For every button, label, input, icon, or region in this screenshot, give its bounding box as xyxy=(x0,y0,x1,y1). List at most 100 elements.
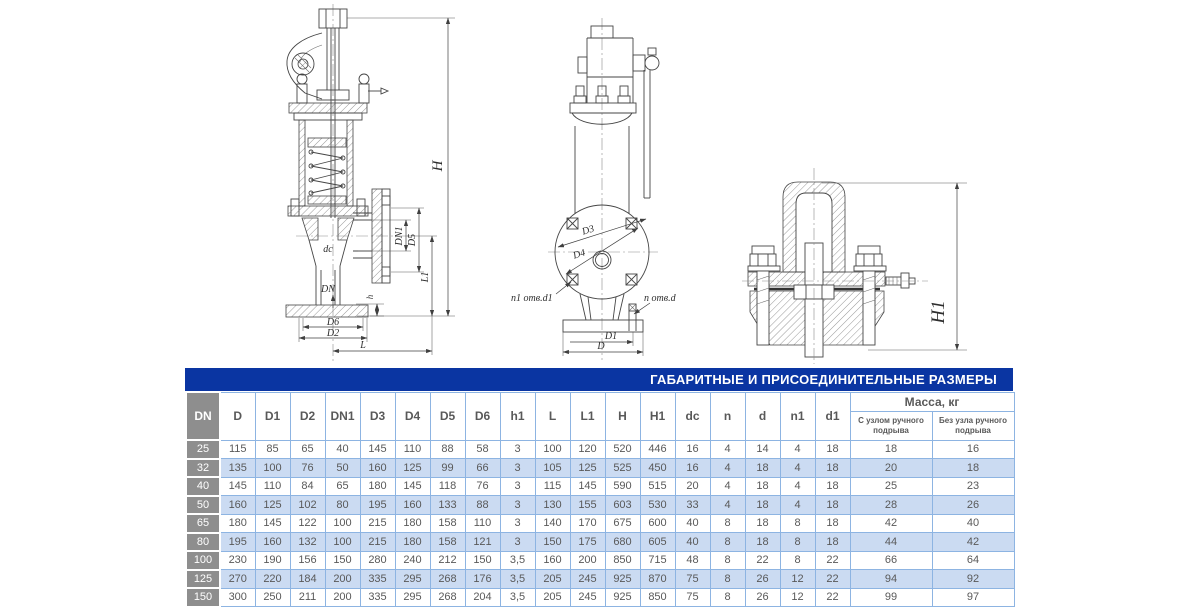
dim-cell: 205 xyxy=(534,587,571,607)
dim-cell: 850 xyxy=(604,550,641,570)
technical-drawings: H DN1 D5 L1 h dc DN D6 D2 L xyxy=(285,4,967,364)
mass-cell: 42 xyxy=(849,513,933,533)
dim-cell: 122 xyxy=(289,513,326,533)
dim-cell: 605 xyxy=(639,532,676,552)
dim-cell: 160 xyxy=(219,495,256,515)
dim-cell: 125 xyxy=(569,458,606,478)
dim-cell: 145 xyxy=(394,476,431,496)
dim-cell: 155 xyxy=(569,495,606,515)
dim-cell: 8 xyxy=(709,513,746,533)
dim-cell: 8 xyxy=(709,569,746,589)
column-header-n1: n1 xyxy=(779,391,816,441)
dim-cell: 18 xyxy=(814,476,851,496)
dim-cell: 200 xyxy=(569,550,606,570)
dim-cell: 102 xyxy=(289,495,326,515)
dim-cell: 158 xyxy=(429,513,466,533)
dn-column-header: DN xyxy=(185,391,221,441)
table-row: 150 300 250 211 200 335 295 268 204 3,5 205 245 925 8… xyxy=(185,587,1015,608)
dim-cell: 600 xyxy=(639,513,676,533)
dim-cell: 211 xyxy=(289,587,326,607)
dn-cell: 125 xyxy=(185,568,221,589)
column-header-h1: h1 xyxy=(499,391,536,441)
dim-cell: 4 xyxy=(709,476,746,496)
dim-cell: 22 xyxy=(814,550,851,570)
dim-cell: 18 xyxy=(744,476,781,496)
column-header-D4: D4 xyxy=(394,391,431,441)
dim-cell: 230 xyxy=(219,550,256,570)
dim-cell: 3 xyxy=(499,439,536,459)
dim-cell: 268 xyxy=(429,587,466,607)
dim-cell: 195 xyxy=(359,495,396,515)
mass-cell: 94 xyxy=(849,569,933,589)
mass-cell: 25 xyxy=(849,476,933,496)
dim-cell: 158 xyxy=(429,532,466,552)
dim-cell: 135 xyxy=(219,458,256,478)
table-row: 25 115 85 65 40 145 110 88 58 3 100 120 520 446 16 4 14 4… xyxy=(185,439,1015,460)
dim-cell: 8 xyxy=(779,550,816,570)
dim-cell: 515 xyxy=(639,476,676,496)
mass-subheader-0: С узлом ручного подрыва xyxy=(849,410,933,441)
dim-label-D6: D6 xyxy=(326,317,339,328)
dimensions-panel: ГАБАРИТНЫЕ И ПРИСОЕДИНИТЕЛЬНЫЕ РАЗМЕРЫ D… xyxy=(185,368,1015,608)
dim-cell: 520 xyxy=(604,439,641,459)
dim-cell: 335 xyxy=(359,587,396,607)
dim-cell: 180 xyxy=(219,513,256,533)
column-header-d1: d1 xyxy=(814,391,851,441)
dim-cell: 175 xyxy=(569,532,606,552)
dim-cell: 145 xyxy=(569,476,606,496)
dim-label-dc: dc xyxy=(323,244,333,255)
dim-cell: 18 xyxy=(814,439,851,459)
column-header-D3: D3 xyxy=(359,391,396,441)
dim-cell: 125 xyxy=(254,495,291,515)
dim-cell: 280 xyxy=(359,550,396,570)
dim-cell: 530 xyxy=(639,495,676,515)
dim-cell: 450 xyxy=(639,458,676,478)
dim-cell: 8 xyxy=(709,550,746,570)
dim-cell: 125 xyxy=(394,458,431,478)
dim-label-h: h xyxy=(365,294,375,299)
dim-cell: 590 xyxy=(604,476,641,496)
dim-cell: 18 xyxy=(814,458,851,478)
column-header-D2: D2 xyxy=(289,391,326,441)
dim-cell: 8 xyxy=(779,532,816,552)
dim-cell: 176 xyxy=(464,569,501,589)
dim-cell: 76 xyxy=(464,476,501,496)
dim-cell: 22 xyxy=(814,587,851,607)
dim-cell: 85 xyxy=(254,439,291,459)
dim-label-D4: D4 xyxy=(571,248,587,262)
dim-cell: 22 xyxy=(744,550,781,570)
mass-header: Масса, кг xyxy=(849,391,1015,412)
dim-cell: 180 xyxy=(394,532,431,552)
dim-label-L1: L1 xyxy=(420,272,431,284)
dim-cell: 76 xyxy=(289,458,326,478)
dim-cell: 26 xyxy=(744,587,781,607)
dim-cell: 335 xyxy=(359,569,396,589)
table-title: ГАБАРИТНЫЕ И ПРИСОЕДИНИТЕЛЬНЫЕ РАЗМЕРЫ xyxy=(185,368,1013,391)
dim-cell: 40 xyxy=(324,439,361,459)
dim-label-D1: D1 xyxy=(604,331,617,342)
dim-cell: 145 xyxy=(219,476,256,496)
dim-cell: 3,5 xyxy=(499,550,536,570)
dim-cell: 8 xyxy=(709,532,746,552)
dim-cell: 446 xyxy=(639,439,676,459)
dim-cell: 180 xyxy=(394,513,431,533)
dim-label-DN1: DN1 xyxy=(394,227,405,247)
dim-cell: 99 xyxy=(429,458,466,478)
dim-cell: 268 xyxy=(429,569,466,589)
dim-cell: 40 xyxy=(674,532,711,552)
mass-cell: 64 xyxy=(931,550,1015,570)
dim-cell: 156 xyxy=(289,550,326,570)
column-header-D1: D1 xyxy=(254,391,291,441)
dim-cell: 3 xyxy=(499,476,536,496)
dim-cell: 145 xyxy=(254,513,291,533)
dim-cell: 4 xyxy=(779,476,816,496)
dim-cell: 250 xyxy=(254,587,291,607)
column-header-dc: dc xyxy=(674,391,711,441)
dim-cell: 160 xyxy=(534,550,571,570)
dim-cell: 80 xyxy=(324,495,361,515)
dim-cell: 3,5 xyxy=(499,587,536,607)
dim-cell: 16 xyxy=(674,458,711,478)
dim-cell: 200 xyxy=(324,569,361,589)
dim-cell: 100 xyxy=(254,458,291,478)
label-n1-holes: n1 отв.d1 xyxy=(511,293,553,304)
